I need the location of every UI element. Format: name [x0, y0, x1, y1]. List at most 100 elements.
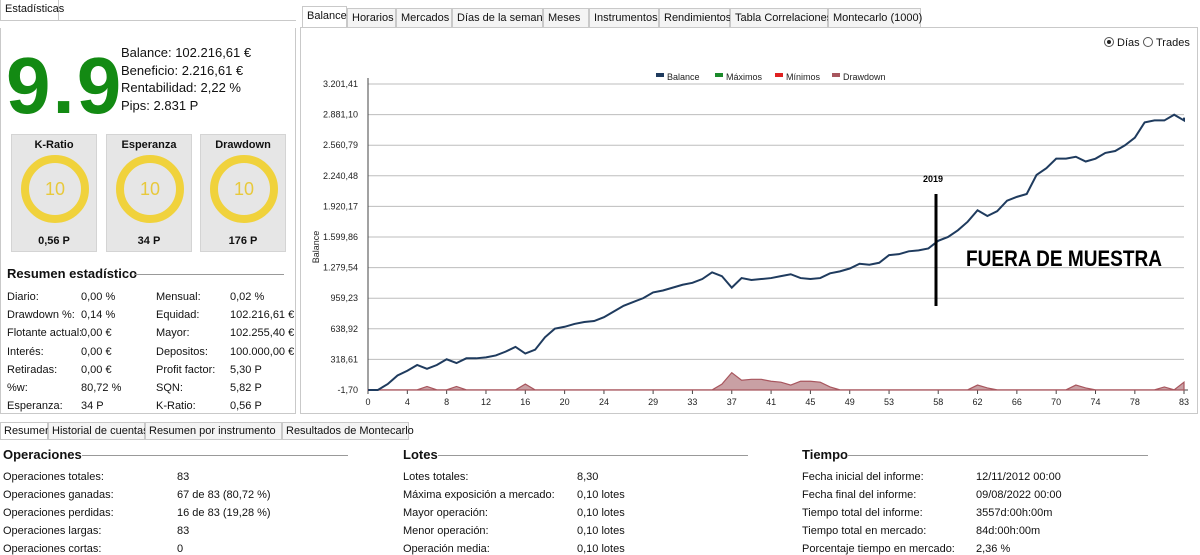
- y-tick-label: -1,70: [337, 385, 358, 395]
- pips-text: Pips: 2.831 P: [121, 97, 199, 113]
- radio-selected-icon: [1104, 37, 1114, 47]
- x-tick-label: 58: [933, 397, 943, 407]
- x-tick-label: 45: [805, 397, 815, 407]
- tab-instrumentos[interactable]: Instrumentos: [589, 8, 659, 28]
- gauge-title: K-Ratio: [34, 139, 74, 151]
- x-tick-label: 70: [1051, 397, 1061, 407]
- radio-dias[interactable]: Días: [1104, 37, 1140, 49]
- stat-value: 102.255,40 €: [230, 327, 295, 340]
- stat-value: 80,72 %: [81, 382, 122, 394]
- gauge-value: 176 P: [228, 235, 258, 247]
- radio-unselected-icon: [1143, 37, 1153, 47]
- y-tick-label: 2.881,10: [323, 110, 358, 120]
- tab-montecarlo-1000-[interactable]: Montecarlo (1000): [828, 8, 922, 28]
- x-tick-label: 12: [481, 397, 491, 407]
- tab-balance[interactable]: Balance: [302, 6, 347, 28]
- annotation-year: 2019: [923, 174, 943, 184]
- x-tick-label: 49: [845, 397, 855, 407]
- x-tick-label: 0: [365, 397, 370, 407]
- bottom-tab-resultados-de-montecarlo[interactable]: Resultados de Montecarlo: [282, 422, 414, 440]
- tiempo-label: Tiempo total del informe:: [802, 507, 923, 519]
- bottom-tab-resumen-por-instrumento[interactable]: Resumen por instrumento: [145, 422, 282, 440]
- x-tick-label: 41: [766, 397, 776, 407]
- x-tick-label: 74: [1091, 397, 1101, 407]
- gauge-title: Drawdown: [215, 139, 271, 151]
- stat-value: 0,00 €: [81, 345, 112, 358]
- tiempo-value: 3557d:00h:00m: [976, 507, 1053, 519]
- chart-panel: [300, 27, 1198, 414]
- x-tick-label: 8: [444, 397, 449, 407]
- beneficio-text: Beneficio: 2.216,61 €: [121, 62, 244, 78]
- tiempo-value: 2,36 %: [976, 543, 1011, 555]
- score-value: 9.9: [6, 41, 124, 130]
- tab-d-as-de-la-semana[interactable]: Días de la semana: [452, 8, 549, 28]
- tiempo-label: Tiempo total en mercado:: [802, 525, 927, 537]
- tiempo-value: 12/11/2012 00:00: [976, 471, 1061, 483]
- y-tick-label: 959,23: [330, 293, 358, 303]
- lotes-value: 0,10 lotes: [577, 543, 625, 555]
- divider: [438, 455, 748, 456]
- divider: [134, 274, 284, 275]
- legend-label: Drawdown: [843, 72, 886, 82]
- tab-horarios[interactable]: Horarios: [347, 8, 396, 28]
- y-tick-label: 3.201,41: [323, 79, 358, 89]
- y-tick-label: 2.240,48: [323, 171, 358, 181]
- stat-label: Profit factor:: [156, 363, 216, 376]
- gauge-esperanza: Esperanza 10 34 P: [106, 134, 192, 252]
- x-tick-label: 62: [973, 397, 983, 407]
- tab-tabla-correlaciones[interactable]: Tabla Correlaciones: [730, 8, 832, 28]
- stat-label: %w:: [7, 382, 28, 394]
- x-tick-label: 24: [599, 397, 609, 407]
- legend-swatch: [832, 73, 840, 77]
- lotes-label: Menor operación:: [403, 525, 489, 537]
- operaciones-label: Operaciones perdidas:: [3, 507, 114, 519]
- tiempo-label: Fecha final del informe:: [802, 489, 917, 501]
- tab-rendimientos[interactable]: Rendimientos: [659, 8, 731, 28]
- gauge-title: Esperanza: [121, 139, 177, 151]
- stat-label: Retiradas:: [7, 363, 58, 376]
- stat-label: Drawdown %:: [7, 309, 75, 322]
- radio-dias-label: Días: [1117, 37, 1140, 49]
- x-tick-label: 16: [520, 397, 530, 407]
- stat-value: 5,30 P: [230, 363, 262, 376]
- stat-label: Esperanza:: [7, 400, 63, 413]
- tab-mercados[interactable]: Mercados: [396, 8, 452, 28]
- account-summary: Balance: 102.216,61 € Beneficio: 2.216,6…: [121, 44, 251, 114]
- stat-value: 0,00 %: [81, 291, 116, 303]
- x-tick-label: 29: [648, 397, 658, 407]
- operaciones-value: 67 de 83 (80,72 %): [177, 489, 271, 501]
- stat-label: K-Ratio:: [156, 400, 196, 413]
- tiempo-title: Tiempo: [802, 447, 848, 462]
- bottom-tab-historial-de-cuentas[interactable]: Historial de cuentas: [48, 422, 149, 440]
- bottom-tab-resumen[interactable]: Resumen: [0, 422, 51, 440]
- y-tick-label: 1.920,17: [323, 201, 358, 211]
- operaciones-value: 83: [177, 471, 190, 483]
- divider: [848, 455, 1148, 456]
- x-tick-label: 4: [405, 397, 410, 407]
- radio-trades[interactable]: Trades: [1143, 37, 1190, 49]
- legend-swatch: [715, 73, 723, 77]
- lotes-value: 0,10 lotes: [577, 489, 625, 501]
- operaciones-label: Operaciones largas:: [3, 525, 102, 537]
- legend-label: Máximos: [726, 72, 763, 82]
- operaciones-value: 83: [177, 525, 190, 537]
- stat-label: Interés:: [7, 345, 44, 358]
- operaciones-label: Operaciones ganadas:: [3, 489, 114, 501]
- lotes-value: 8,30: [577, 471, 599, 483]
- operaciones-value: 16 de 83 (19,28 %): [177, 507, 271, 519]
- stat-value: 0,14 %: [81, 309, 116, 322]
- stat-label: Mayor:: [156, 327, 190, 340]
- x-tick-label: 33: [687, 397, 697, 407]
- tab-meses[interactable]: Meses: [543, 8, 589, 28]
- tiempo-value: 84d:00h:00m: [976, 525, 1041, 537]
- stat-value: 34 P: [81, 400, 104, 413]
- lotes-value: 0,10 lotes: [577, 525, 625, 537]
- lotes-label: Mayor operación:: [403, 507, 488, 519]
- stat-value: 102.216,61 €: [230, 309, 295, 322]
- tab-estadisticas[interactable]: Estadísticas: [0, 0, 64, 21]
- stat-label: Equidad:: [156, 309, 200, 322]
- stats-section-title: Resumen estadístico: [7, 266, 138, 281]
- divider: [82, 455, 348, 456]
- operaciones-value: 0: [177, 543, 184, 555]
- radio-trades-label: Trades: [1156, 37, 1190, 49]
